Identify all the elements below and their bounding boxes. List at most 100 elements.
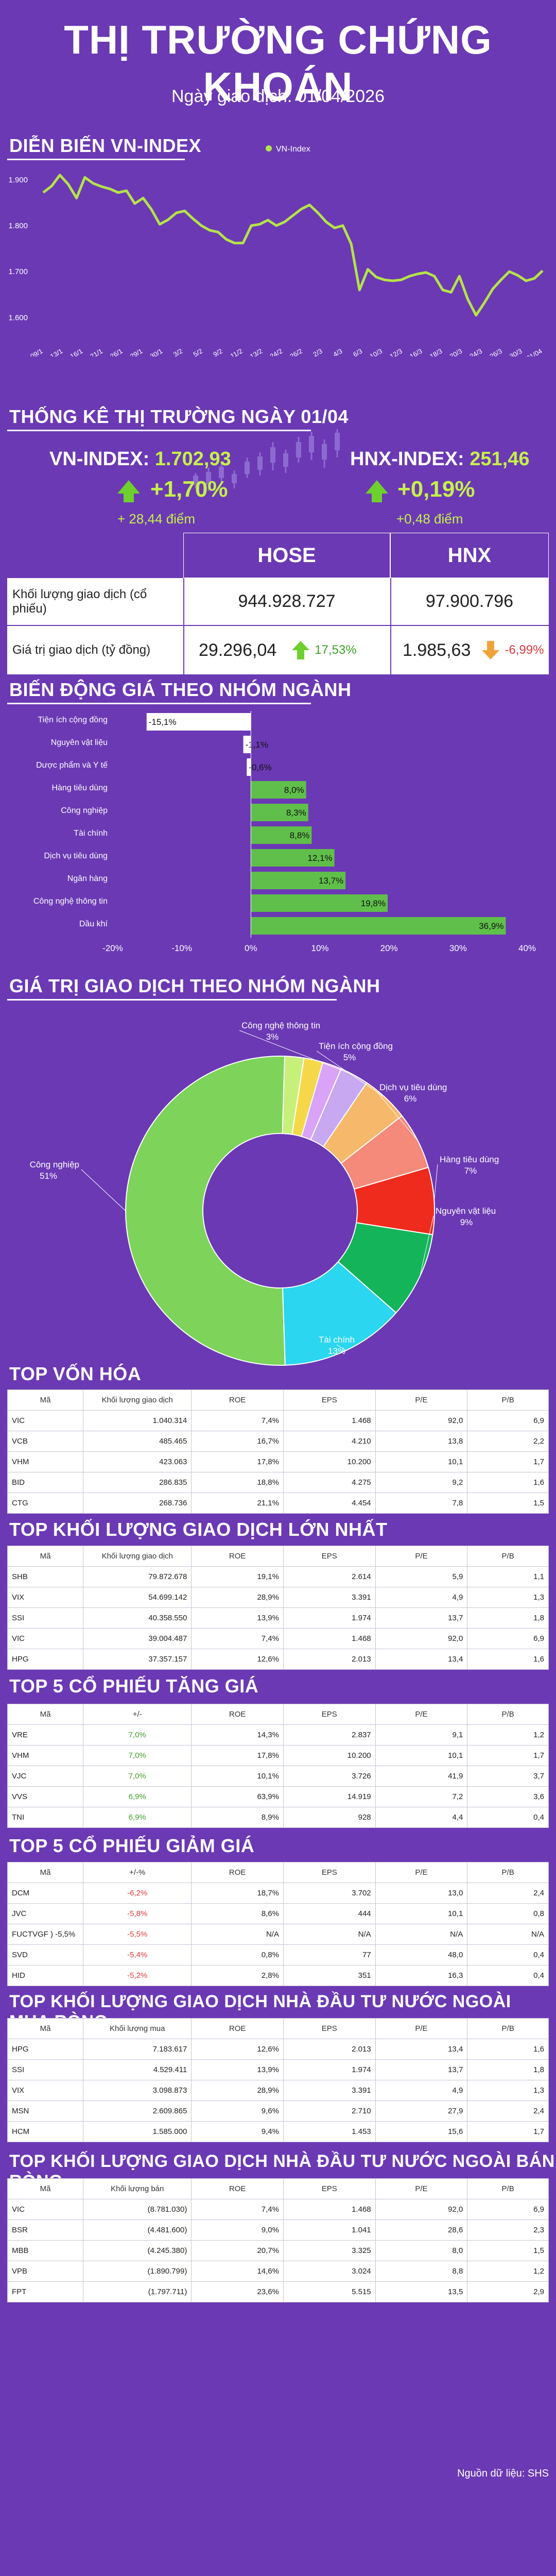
section-underline (7, 999, 337, 1001)
table-cell: 444 (283, 1903, 376, 1924)
table-cell: 3.391 (283, 2080, 376, 2101)
table-cell: SSI (7, 2059, 84, 2080)
table-cell: 1,7 (467, 1451, 549, 1472)
table-header-cell: P/E (375, 2178, 468, 2199)
table-header-cell: Khối lượng giao dịch (83, 1389, 192, 1411)
table-cell: 14.919 (283, 1786, 376, 1807)
bar-category-label: Công nghiệp (61, 806, 108, 815)
table-cell: 10.200 (283, 1451, 376, 1472)
section-title-sector-value: GIÁ TRỊ GIAO DỊCH THEO NHÓM NGÀNH (9, 975, 380, 996)
table-header-row: Mã Khối lượng mua ROE EPS P/E P/B (7, 2018, 549, 2039)
table-header-row: Mã +/- ROE EPS P/E P/B (7, 1704, 549, 1725)
table-header-cell: P/E (375, 1862, 468, 1883)
table-cell: JVC (7, 1903, 84, 1924)
up-arrow-icon (292, 641, 310, 659)
x-tick-label: 24/2 (269, 347, 284, 357)
vnindex-points: + 28,44 điểm (117, 511, 196, 527)
table-cell: 13,4 (375, 1649, 468, 1670)
table-cell: 9,6% (191, 2100, 284, 2122)
x-tick-label: 11/2 (229, 347, 244, 357)
trading-date: Ngày giao dịch: 01/04/2026 (171, 87, 385, 106)
table-cell: 4.454 (283, 1493, 376, 1514)
section-title-top-giam: TOP 5 CỔ PHIẾU GIẢM GIÁ (9, 1835, 255, 1856)
x-tick-label: 20% (380, 943, 398, 953)
table-cell: 2.013 (283, 1649, 376, 1670)
table-header-cell: Khối lượng bán (83, 2178, 192, 2199)
table-cell: 18,7% (191, 1883, 284, 1904)
table-cell: 6,9 (467, 2199, 549, 2220)
table-cell: 13,5 (375, 2281, 468, 2302)
vnindex-label: VN-INDEX: 1.702,93 (49, 448, 231, 470)
table-cell: 16,7% (191, 1431, 284, 1452)
table-cell: 7,0% (83, 1724, 192, 1745)
table-cell: 1,7 (467, 2121, 549, 2142)
table-row: VHM 7,0% 17,8% 10.200 10,1 1,7 (7, 1745, 549, 1766)
table-row: VPB (1.890.799) 14,6% 3.024 8,8 1,2 (7, 2261, 549, 2282)
table-cell: 3.024 (283, 2261, 376, 2282)
y-tick-label: 1.600 (8, 313, 28, 322)
section-underline (7, 430, 311, 431)
down-arrow-icon (482, 641, 500, 659)
table-cell: DCM (7, 1883, 84, 1904)
up-arrow-icon (366, 480, 388, 494)
table-header-row: Mã +/-% ROE EPS P/E P/B (7, 1862, 549, 1883)
x-tick-label: 10/3 (369, 347, 384, 357)
table-row: VRE 7,0% 14,3% 2.837 9,1 1,2 (7, 1724, 549, 1745)
hnx-value: 1.985,63 (403, 640, 471, 660)
table-cell: 19,1% (191, 1566, 284, 1587)
table-header-cell: +/- (83, 1704, 192, 1725)
table-nn-mua: Mã Khối lượng mua ROE EPS P/E P/B HPG 7.183.617… (7, 2018, 549, 2142)
table-cell: 4.275 (283, 1472, 376, 1493)
table-cell: FUCTVGF ) -5,5% (7, 1924, 84, 1945)
x-tick-label: 40% (518, 943, 536, 953)
table-row: VJC 7,0% 10,1% 3.726 41,9 3,7 (7, 1766, 549, 1787)
x-tick-label: 26/2 (288, 347, 303, 357)
table-cell: 5.515 (283, 2281, 376, 2302)
y-tick-label: 1.700 (8, 267, 28, 276)
table-cell: VIC (7, 2199, 84, 2220)
table-cell: 1.041 (283, 2219, 376, 2241)
table-cell: 7,4% (191, 1628, 284, 1649)
hnxindex-pct: +0,19% (397, 477, 475, 502)
vnindex-value: 1.702,93 (154, 448, 231, 470)
slice-value-label: 13% (328, 1346, 345, 1356)
table-cell: 10,1 (375, 1903, 468, 1924)
table-cell: 286.835 (83, 1472, 192, 1493)
col-hose: HOSE (183, 533, 390, 578)
table-cell: 79.872.678 (83, 1566, 192, 1587)
table-cell: 13,9% (191, 2059, 284, 2080)
y-tick-label: 1.900 (8, 176, 28, 184)
table-header-cell: EPS (283, 1862, 376, 1883)
table-cell: 1,6 (467, 1472, 549, 1493)
table-header-cell: ROE (191, 2018, 284, 2039)
slice-category-label: Nguyên vật liệu (436, 1206, 496, 1216)
table-cell: 2.837 (283, 1724, 376, 1745)
slice-value-label: 9% (460, 1217, 473, 1227)
table-cell: 2.614 (283, 1566, 376, 1587)
table-cell: 9,4% (191, 2121, 284, 2142)
table-cell: 13,0 (375, 1883, 468, 1904)
table-cell: 4.529.411 (83, 2059, 192, 2080)
vnindex-pct: +1,70% (150, 477, 228, 502)
table-header-cell: P/E (375, 1546, 468, 1567)
bar (243, 736, 251, 753)
table-header-row: Mã Khối lượng giao dịch ROE EPS P/E P/B (7, 1546, 549, 1567)
table-cell: 12,6% (191, 2039, 284, 2060)
table-header-cell: Mã (7, 2178, 84, 2199)
table-nn-ban: Mã Khối lượng bán ROE EPS P/E P/B VIC (8.781.03… (7, 2178, 549, 2302)
table-cell: CTG (7, 1493, 84, 1514)
table-cell: 18,8% (191, 1472, 284, 1493)
slice-category-label: Dịch vụ tiêu dùng (379, 1082, 447, 1092)
bar-value-label: -1,1% (246, 740, 268, 750)
table-cell: 1.468 (283, 1410, 376, 1431)
x-tick-label: 3/2 (172, 347, 184, 357)
bar-category-label: Tài chính (74, 829, 108, 838)
table-cell: 6,9% (83, 1807, 192, 1828)
table-cell: 1.585.000 (83, 2121, 192, 2142)
table-cell: 77 (283, 1944, 376, 1965)
table-row: TNI 6,9% 8,9% 928 4,4 0,4 (7, 1807, 549, 1828)
table-row: VHM 423.063 17,8% 10.200 10,1 1,7 (7, 1451, 549, 1472)
table-cell: SVD (7, 1944, 84, 1965)
table-cell: 1.974 (283, 2059, 376, 2080)
slice-value-label: 7% (464, 1166, 477, 1176)
